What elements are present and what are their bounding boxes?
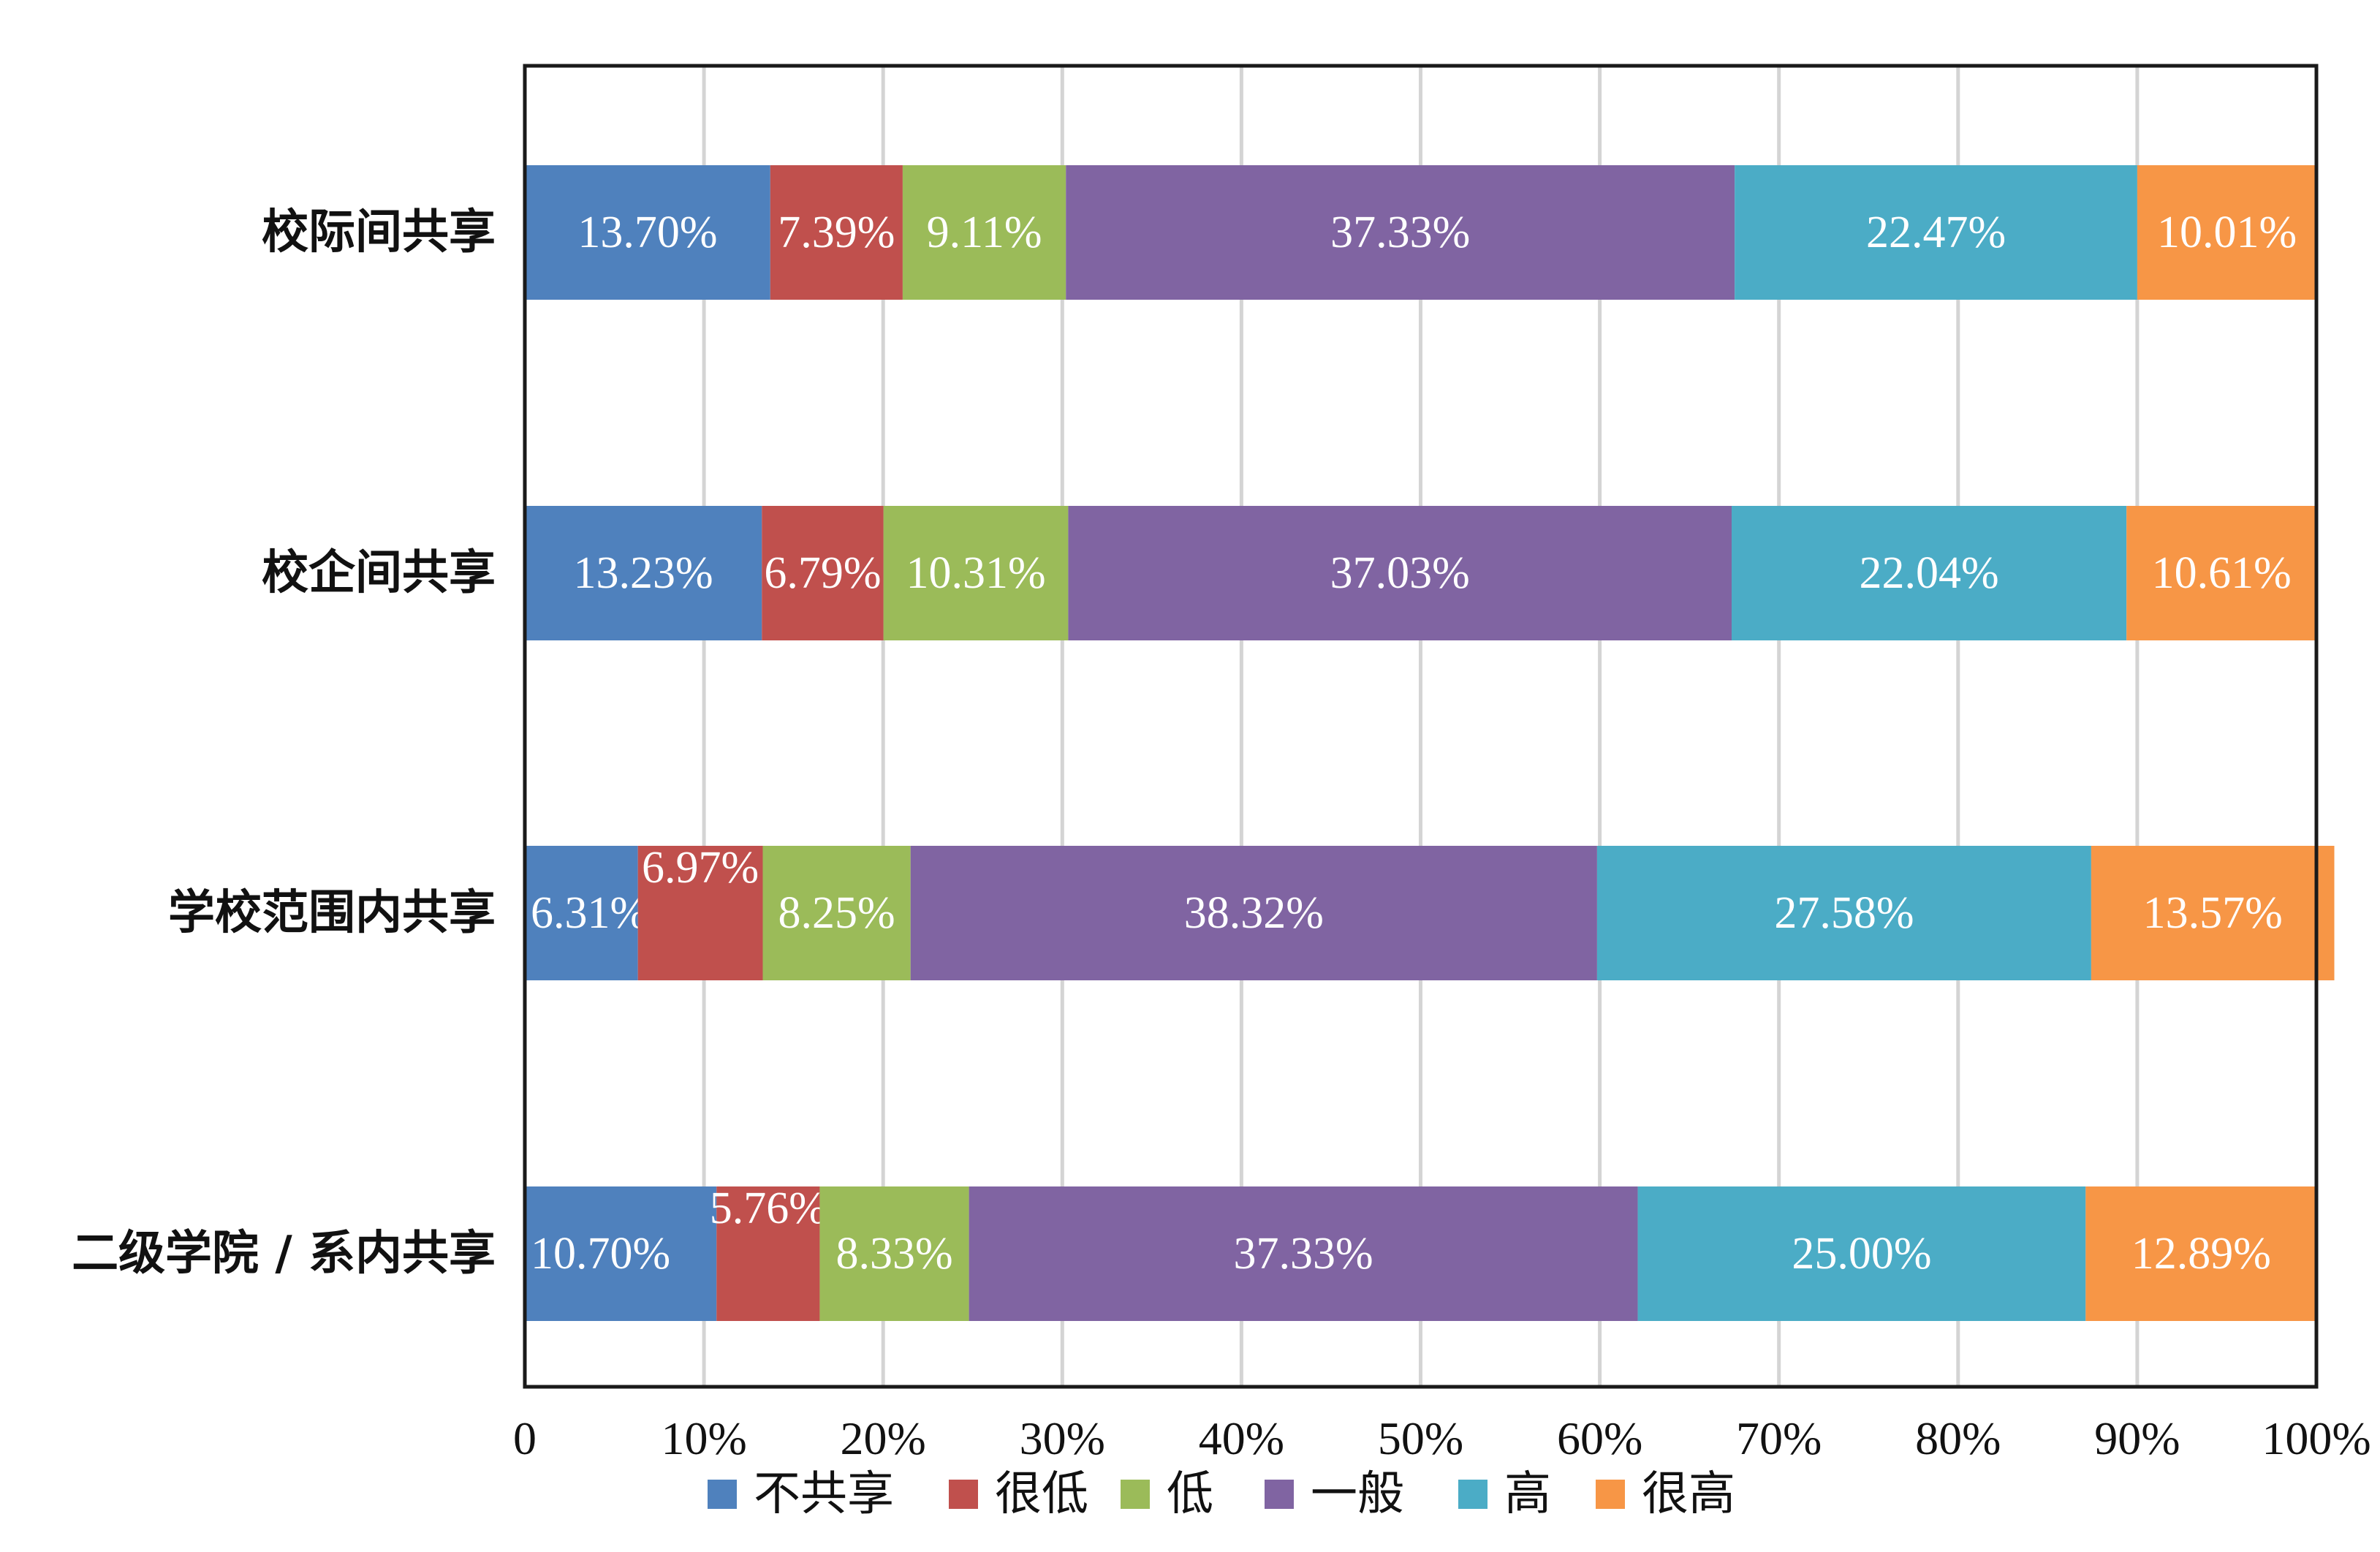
x-tick-label: 20% bbox=[841, 1412, 926, 1464]
category-label: 学校范围内共享 bbox=[168, 886, 496, 940]
data-label: 12.89% bbox=[2131, 1229, 2271, 1279]
bar-segment bbox=[2091, 846, 2335, 980]
data-label: 10.61% bbox=[2152, 548, 2292, 598]
legend-label: 很高 bbox=[1642, 1467, 1735, 1521]
x-tick-label: 80% bbox=[1915, 1412, 2001, 1464]
bar-segment bbox=[1637, 1186, 2086, 1321]
data-label: 27.58% bbox=[1774, 888, 1914, 938]
bar-segment bbox=[883, 506, 1069, 640]
data-label: 10.70% bbox=[531, 1229, 670, 1279]
bar-segment bbox=[770, 165, 903, 300]
data-label: 6.31% bbox=[531, 888, 648, 938]
data-label: 6.79% bbox=[764, 548, 881, 598]
bar-segment bbox=[1731, 506, 2127, 640]
bar-segment bbox=[819, 1186, 969, 1321]
bar-segment bbox=[525, 506, 762, 640]
legend-swatch bbox=[1121, 1480, 1150, 1509]
bar-segment bbox=[1066, 165, 1735, 300]
bar-segment bbox=[969, 1186, 1638, 1321]
x-tick-label: 10% bbox=[661, 1412, 746, 1464]
bar-segment bbox=[525, 846, 638, 980]
bar-segment bbox=[1735, 165, 2137, 300]
category-label: 校际间共享 bbox=[262, 205, 496, 260]
bar-segment bbox=[910, 846, 1597, 980]
bar-segment bbox=[2126, 506, 2317, 640]
data-label: 10.31% bbox=[906, 548, 1045, 598]
bar-segment bbox=[637, 846, 763, 980]
x-tick-label: 60% bbox=[1557, 1412, 1642, 1464]
bar-segment bbox=[1068, 506, 1732, 640]
data-label: 13.70% bbox=[577, 208, 717, 257]
x-tick-label: 0 bbox=[513, 1412, 537, 1464]
data-label: 8.33% bbox=[835, 1229, 952, 1279]
x-tick-label: 30% bbox=[1020, 1412, 1105, 1464]
legend-label: 很低 bbox=[995, 1467, 1088, 1521]
bar-segment bbox=[1596, 846, 2091, 980]
legend-swatch bbox=[949, 1480, 978, 1509]
category-label: 二级学院 / 系内共享 bbox=[72, 1227, 496, 1281]
x-tick-label: 40% bbox=[1199, 1412, 1284, 1464]
data-label: 22.04% bbox=[1860, 548, 1999, 598]
x-tick-label: 50% bbox=[1378, 1412, 1463, 1464]
legend-swatch bbox=[708, 1480, 737, 1509]
data-label: 37.33% bbox=[1234, 1229, 1373, 1279]
legend-label: 高 bbox=[1504, 1467, 1551, 1521]
data-label: 10.01% bbox=[2157, 208, 2297, 257]
bar-segment bbox=[2137, 165, 2317, 300]
bar-segment bbox=[2085, 1186, 2317, 1321]
legend-swatch bbox=[1458, 1480, 1488, 1509]
x-tick-label: 90% bbox=[2094, 1412, 2180, 1464]
x-tick-label: 70% bbox=[1736, 1412, 1822, 1464]
legend-swatch bbox=[1265, 1480, 1294, 1509]
bar-segment bbox=[902, 165, 1066, 300]
bar-segment bbox=[525, 1186, 717, 1321]
data-label: 9.11% bbox=[927, 208, 1042, 257]
bar-segment bbox=[762, 506, 884, 640]
bar-segment bbox=[525, 165, 770, 300]
data-label: 8.25% bbox=[778, 888, 895, 938]
data-label: 5.76% bbox=[710, 1184, 827, 1233]
data-label: 13.57% bbox=[2143, 888, 2283, 938]
data-label: 7.39% bbox=[778, 208, 895, 257]
legend-label: 一般 bbox=[1311, 1467, 1404, 1521]
bar-segment bbox=[762, 846, 911, 980]
x-tick-label: 100% bbox=[2262, 1412, 2370, 1464]
legend-label: 不共享 bbox=[754, 1467, 894, 1521]
data-label: 38.32% bbox=[1184, 888, 1324, 938]
data-label: 13.23% bbox=[574, 548, 713, 598]
data-label: 37.03% bbox=[1330, 548, 1470, 598]
plot-frame bbox=[523, 64, 2319, 1389]
category-label: 校企间共享 bbox=[262, 546, 496, 600]
legend-swatch bbox=[1596, 1480, 1625, 1509]
data-label: 22.47% bbox=[1866, 208, 2006, 257]
data-label: 25.00% bbox=[1792, 1229, 1931, 1279]
data-label: 6.97% bbox=[642, 843, 759, 893]
legend-label: 低 bbox=[1167, 1467, 1213, 1521]
data-label: 37.33% bbox=[1330, 208, 1470, 257]
bar-segment bbox=[716, 1186, 820, 1321]
